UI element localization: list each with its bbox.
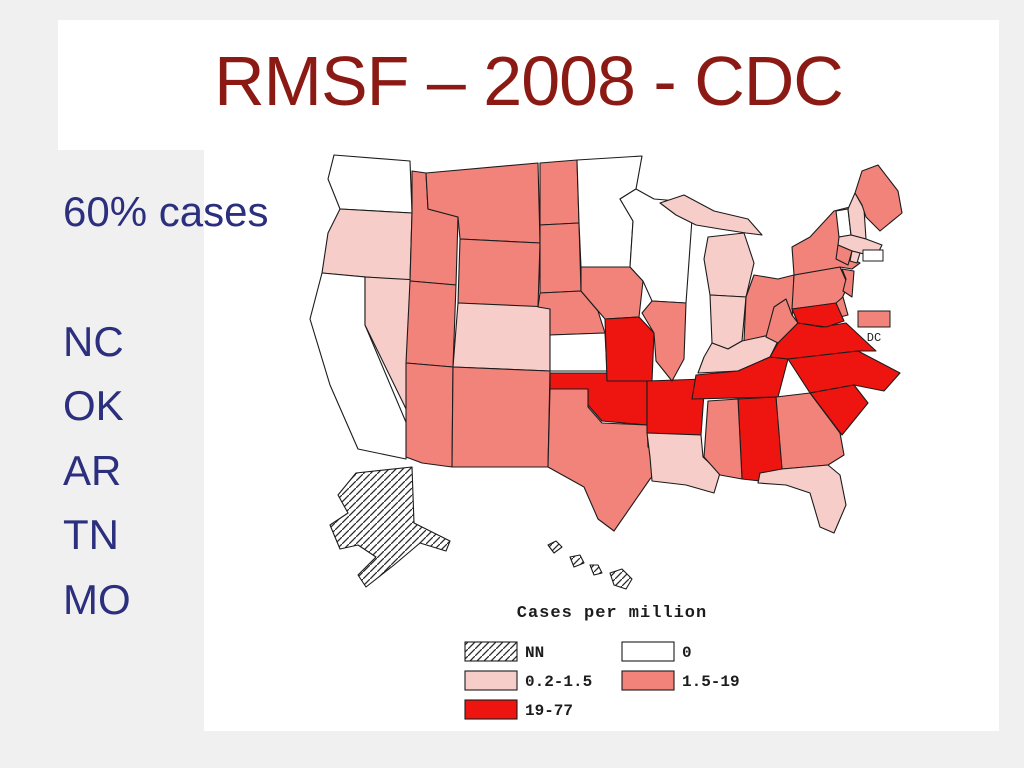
slide: RMSF – 2008 - CDC 60% cases NC OK AR TN MO D… xyxy=(58,20,999,731)
state-list-item-nc: NC xyxy=(63,318,124,365)
dc-callout-swatch xyxy=(857,310,891,328)
legend-label-c1: 0.2-1.5 xyxy=(525,673,592,691)
left-text-panel xyxy=(58,150,204,731)
state-nd xyxy=(539,159,580,226)
legend-swatch-c3 xyxy=(464,699,518,720)
state-wa xyxy=(327,154,413,214)
state-nj xyxy=(841,268,855,298)
legend-swatch-c1 xyxy=(464,670,518,691)
state-ct xyxy=(835,244,853,266)
legend-label-c3: 19-77 xyxy=(525,702,573,720)
state-la xyxy=(646,432,721,494)
state-or xyxy=(321,208,413,282)
state-az xyxy=(405,362,454,468)
us-choropleth-map: DC Cases per million NN 0 0.2-1.5 1.5-19 19-7… xyxy=(300,145,960,725)
legend-swatch-c2 xyxy=(621,670,675,691)
state-sd xyxy=(539,222,582,294)
state-hi xyxy=(547,540,633,590)
dc-callout-label: DC xyxy=(867,331,881,345)
state-co xyxy=(452,302,551,372)
state-wy xyxy=(457,238,541,308)
legend-label-c0: 0 xyxy=(682,644,692,662)
side-note-60-percent: 60% cases xyxy=(63,188,269,235)
state-ak xyxy=(329,466,451,588)
state-md xyxy=(791,302,845,328)
state-il xyxy=(641,300,687,382)
state-ut xyxy=(405,280,457,368)
state-nm xyxy=(451,366,551,468)
state-in xyxy=(709,294,747,350)
small-state-callout-box xyxy=(862,249,884,262)
state-list-item-ar: AR xyxy=(63,447,122,494)
legend-label-c2: 1.5-19 xyxy=(682,673,740,691)
state-ks xyxy=(549,332,608,372)
legend-swatch-c0 xyxy=(621,641,675,662)
legend-title: Cases per million xyxy=(517,604,707,623)
state-list-item-ok: OK xyxy=(63,382,124,429)
state-ri xyxy=(849,250,861,264)
state-list-item-tn: TN xyxy=(63,511,119,558)
state-nh xyxy=(847,192,867,240)
state-me xyxy=(854,164,903,232)
state-mo xyxy=(604,316,655,382)
state-fl xyxy=(757,464,847,534)
legend-swatch-nn xyxy=(464,641,518,662)
state-ms xyxy=(703,398,743,480)
state-list-item-mo: MO xyxy=(63,576,131,623)
state-al xyxy=(737,396,783,482)
legend-label-nn: NN xyxy=(525,644,544,662)
slide-title: RMSF – 2008 - CDC xyxy=(214,42,844,120)
